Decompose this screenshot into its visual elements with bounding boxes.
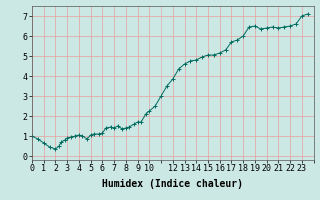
X-axis label: Humidex (Indice chaleur): Humidex (Indice chaleur) [102,179,243,189]
